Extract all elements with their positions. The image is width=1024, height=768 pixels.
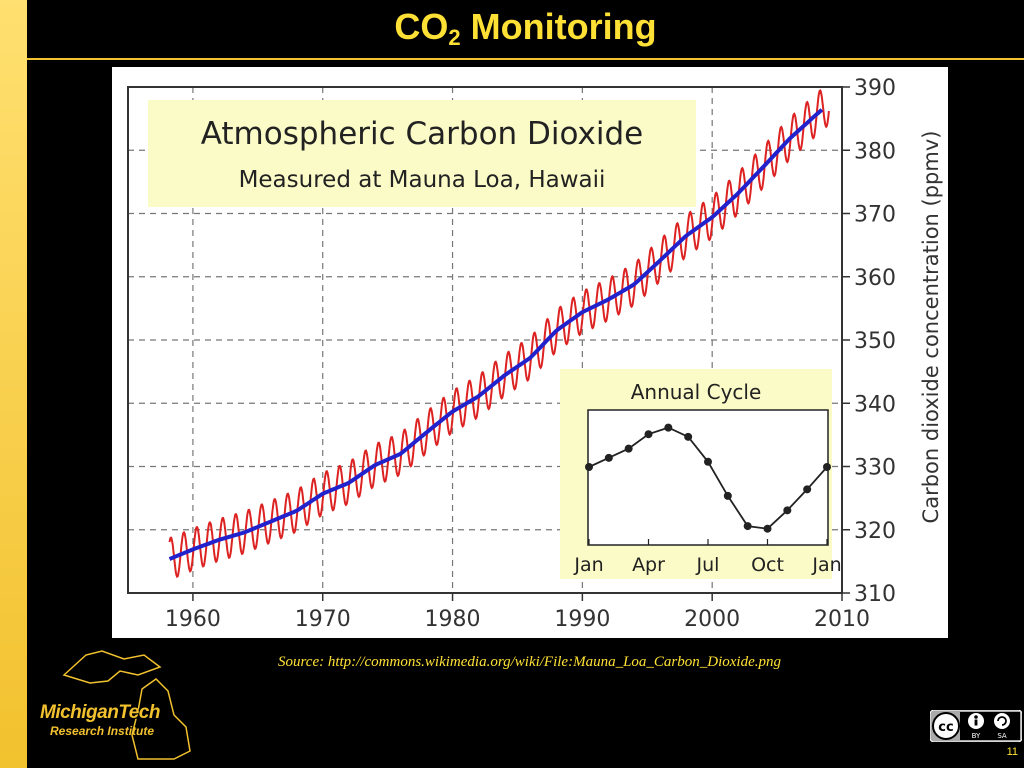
- inset-x-tick-label: Jul: [696, 554, 720, 576]
- side-accent-bar: [0, 0, 27, 768]
- title-box: [148, 100, 696, 207]
- logo-subtitle: Research Institute: [50, 724, 155, 738]
- annual-cycle-point: [644, 430, 653, 439]
- annual-cycle-point: [585, 463, 593, 471]
- sa-icon: [994, 713, 1010, 729]
- y-axis-label: Carbon dioxide concentration (ppmv): [919, 131, 943, 524]
- y-tick-label: 310: [854, 582, 896, 607]
- x-tick-label: 1990: [554, 607, 610, 632]
- inset-x-tick-label: Apr: [632, 554, 665, 576]
- inset-frame: [587, 409, 829, 546]
- x-tick-label: 1960: [165, 607, 221, 632]
- annual-cycle-point: [604, 453, 613, 462]
- inset-title: Annual Cycle: [631, 380, 762, 404]
- creative-commons-badge: cc BY SA: [930, 710, 1022, 742]
- annual-trend-line: [168, 108, 824, 561]
- cc-icon: [932, 712, 960, 740]
- y-tick-label: 340: [854, 392, 896, 417]
- annual-cycle-point: [664, 423, 673, 432]
- y-tick-label: 380: [854, 139, 896, 164]
- annual-cycle-point: [803, 485, 812, 494]
- chart-title: Atmospheric Carbon Dioxide: [201, 116, 644, 152]
- annual-cycle-point: [624, 444, 633, 453]
- logo-wordmark: MichiganTech: [40, 702, 160, 723]
- y-tick-label: 330: [854, 456, 896, 481]
- monthly-co2-line: [168, 89, 830, 579]
- x-tick-label: 1970: [295, 607, 351, 632]
- y-tick-label: 320: [854, 519, 896, 544]
- annual-cycle-point: [704, 457, 712, 466]
- annual-cycle-point: [684, 432, 693, 441]
- y-tick-label: 390: [854, 76, 896, 101]
- x-tick-label: 2000: [684, 607, 740, 632]
- source-citation: Source: http://commons.wikimedia.org/wik…: [278, 654, 781, 670]
- title-subscript: 2: [448, 25, 461, 50]
- by-label: BY: [972, 732, 981, 740]
- y-tick-label: 350: [854, 329, 896, 354]
- title-co: CO: [394, 6, 449, 47]
- annual-cycle-point: [763, 524, 772, 533]
- annual-cycle-point: [723, 491, 732, 500]
- x-tick-label: 1980: [425, 607, 481, 632]
- page-number: 11: [1006, 746, 1018, 758]
- cc-icon-label: cc: [938, 720, 953, 735]
- annual-cycle-point: [783, 506, 792, 515]
- michigan-map-icon: [62, 650, 191, 760]
- co2-chart-panel: 1960 1970 1980 1990 2000 2010 310 320 330 340 350 3…: [112, 67, 948, 638]
- inset-x-tick-label: Oct: [751, 554, 784, 576]
- inset-series-layer: Jan Apr Jul Oct Jan: [573, 423, 842, 576]
- series-layer: [168, 89, 830, 579]
- inset-x-tick-label: Jan: [811, 554, 841, 576]
- x-tick-label: 2010: [814, 607, 870, 632]
- chart-subtitle: Measured at Mauna Loa, Hawaii: [239, 167, 606, 193]
- title-rest: Monitoring: [460, 6, 657, 47]
- slide-title: CO2 Monitoring: [27, 6, 1024, 51]
- title-divider: [27, 58, 1024, 60]
- annual-cycle-point: [743, 522, 752, 531]
- inset-x-tick-label: Jan: [573, 554, 603, 576]
- annual-cycle-point: [823, 463, 831, 471]
- y-tick-label: 370: [854, 203, 896, 228]
- sa-label: SA: [997, 732, 1007, 740]
- y-tick-label: 360: [854, 266, 896, 291]
- annual-cycle-inset: Annual Cycle Jan Apr Jul Oct Jan: [560, 369, 842, 579]
